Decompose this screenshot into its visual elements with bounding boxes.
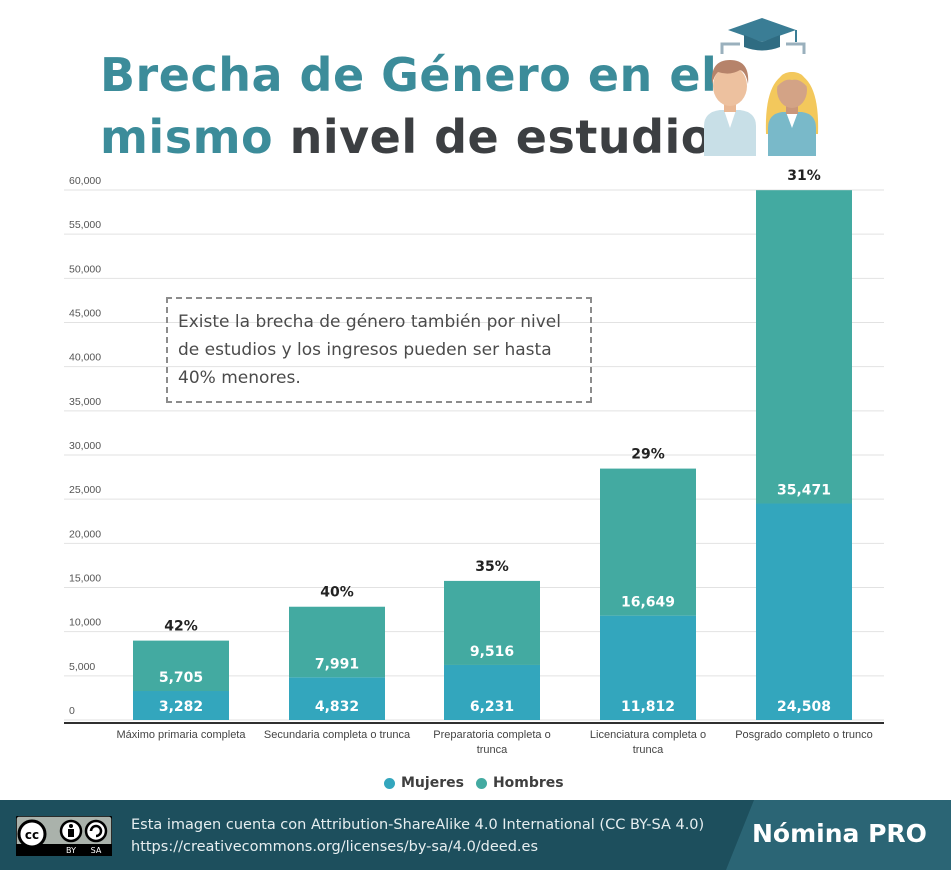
gap-percent-label: 42% <box>164 619 198 635</box>
legend: Mujeres Hombres <box>384 775 564 791</box>
legend-swatch-mujeres <box>384 777 395 789</box>
data-label-mujeres: 11,812 <box>621 699 675 715</box>
data-label-mujeres: 3,282 <box>159 699 203 715</box>
title-line-1: Brecha de Género en el <box>100 48 718 102</box>
license-url[interactable]: https://creativecommons.org/licenses/by-… <box>131 839 539 855</box>
y-tick-label: 5,000 <box>69 661 95 673</box>
y-tick-label: 50,000 <box>69 263 101 275</box>
x-axis-ticks: Máximo primaria completa Secundaria compl… <box>117 729 873 756</box>
legend-label-hombres: Hombres <box>492 775 564 791</box>
bar-mujeres <box>756 503 852 720</box>
bar-mujeres <box>600 615 696 720</box>
annotation-box: Existe la brecha de género también por n… <box>166 297 592 403</box>
y-tick-label: 30,000 <box>69 440 101 452</box>
bar-mujeres <box>133 691 229 720</box>
x-tick-label: Licenciatura completa o <box>590 729 706 741</box>
svg-text:cc: cc <box>25 828 39 842</box>
data-label-hombres: 35,471 <box>777 483 831 499</box>
badge-by-label: BY <box>66 846 76 855</box>
bars <box>133 190 852 720</box>
mortarboard-icon <box>720 18 806 54</box>
cc-icon <box>17 819 47 849</box>
legend-label-mujeres: Mujeres <box>401 775 464 791</box>
bar-hombres <box>600 468 696 616</box>
x-tick-label: trunca <box>477 744 508 756</box>
y-tick-label: 10,000 <box>69 617 101 629</box>
y-tick-label: 20,000 <box>69 528 101 540</box>
y-tick-label: 35,000 <box>69 396 101 408</box>
license-text: Esta imagen cuenta con Attribution-Share… <box>131 814 704 858</box>
badge-sa-label: SA <box>91 846 102 855</box>
y-tick-label: 0 <box>69 705 75 717</box>
female-graduate-icon <box>765 72 819 156</box>
data-label-hombres: 9,516 <box>470 644 514 660</box>
bar-hombres <box>756 190 852 504</box>
legend-item-mujeres: Mujeres <box>384 775 464 791</box>
page-title: Brecha de Género en el mismo nivel de es… <box>100 44 741 168</box>
license-line-1: Esta imagen cuenta con Attribution-Share… <box>131 817 705 833</box>
footer-bar: cc BY SA Esta imagen cuenta con Attribut… <box>0 800 951 870</box>
legend-item-hombres: Hombres <box>475 775 564 791</box>
data-label-mujeres: 4,832 <box>315 699 359 715</box>
sa-icon <box>84 819 108 843</box>
y-axis-ticks: 0 5,000 10,000 15,000 20,000 25,000 30,000 35,0… <box>69 175 101 717</box>
bar-mujeres <box>444 664 540 720</box>
gap-percent-label: 31% <box>787 168 821 184</box>
y-tick-label: 45,000 <box>69 308 101 320</box>
gap-percent-label: 35% <box>475 559 509 575</box>
y-tick-label: 25,000 <box>69 484 101 496</box>
title-line-2-rest: nivel de estudios <box>273 110 741 164</box>
data-label-hombres: 5,705 <box>159 670 203 686</box>
brand-logo: Nómina PRO <box>752 819 927 848</box>
bar-chart: 0 5,000 10,000 15,000 20,000 25,000 30,000 35,0… <box>64 168 884 756</box>
bar-hombres <box>133 640 229 692</box>
data-label-mujeres: 6,231 <box>470 699 514 715</box>
x-tick-label: Posgrado completo o trunco <box>735 729 873 741</box>
y-tick-label: 55,000 <box>69 219 101 231</box>
data-label-hombres: 16,649 <box>621 595 675 611</box>
data-label-hombres: 7,991 <box>315 656 359 672</box>
x-tick-label: Secundaria completa o trunca <box>264 729 411 741</box>
y-tick-label: 15,000 <box>69 573 101 585</box>
bar-hombres <box>444 580 540 665</box>
brand-panel <box>726 800 951 870</box>
y-tick-label: 60,000 <box>69 175 101 187</box>
data-label-mujeres: 24,508 <box>777 699 831 715</box>
title-line-2-highlight: mismo <box>100 110 274 164</box>
gap-percent-label: 40% <box>320 585 354 601</box>
x-tick-label: trunca <box>633 744 664 756</box>
y-tick-label: 40,000 <box>69 352 101 364</box>
bar-hombres <box>289 606 385 678</box>
male-graduate-icon <box>704 60 756 156</box>
x-tick-label: Máximo primaria completa <box>117 729 247 741</box>
legend-swatch-hombres <box>475 777 487 789</box>
x-tick-label: Preparatoria completa o <box>433 729 550 741</box>
cc-by-sa-badge: cc BY SA <box>16 816 112 856</box>
bar-labels: 3,282 5,705 42% 4,832 7,991 40% 6,231 9,516 35% 1… <box>159 168 831 715</box>
bar-mujeres <box>289 677 385 720</box>
graduates-illustration <box>704 18 819 156</box>
gap-percent-label: 29% <box>631 447 665 463</box>
